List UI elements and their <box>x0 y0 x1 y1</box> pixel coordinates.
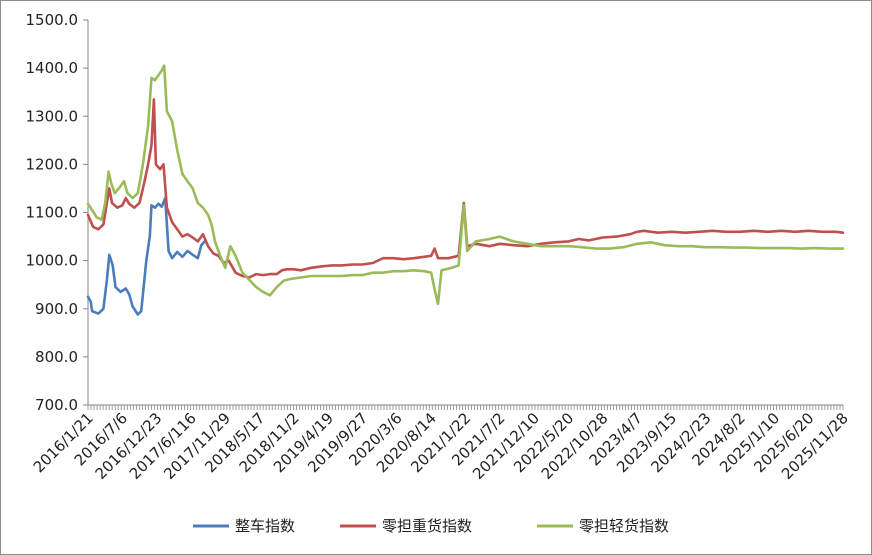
y-tick-label: 1100.0 <box>26 204 79 222</box>
legend-label-2: 零担轻货指数 <box>579 517 669 535</box>
y-tick-label: 1200.0 <box>26 155 79 173</box>
legend-label-1: 零担重货指数 <box>382 517 472 535</box>
legend: 整车指数 零担重货指数 零担轻货指数 <box>193 517 669 535</box>
series-line-2 <box>86 64 845 306</box>
y-tick-label: 900.0 <box>35 300 78 318</box>
series-line-0 <box>86 196 206 316</box>
y-tick-label: 1400.0 <box>26 59 79 77</box>
series-layer <box>86 64 845 316</box>
legend-label-0: 整车指数 <box>235 517 295 535</box>
y-axis: 700.0 800.0 900.0 1000.0 1100.0 1200.0 1300.0 1… <box>26 11 89 414</box>
y-tick-label: 1300.0 <box>26 107 79 125</box>
x-axis: 2016/1/212016/7/62016/12/232017/6/116201… <box>30 404 852 483</box>
y-tick-label: 1000.0 <box>26 252 79 270</box>
y-tick-label: 800.0 <box>35 348 78 366</box>
y-tick-label: 1500.0 <box>26 11 79 29</box>
y-tick-label: 700.0 <box>35 396 78 414</box>
series-line-1 <box>86 98 845 279</box>
